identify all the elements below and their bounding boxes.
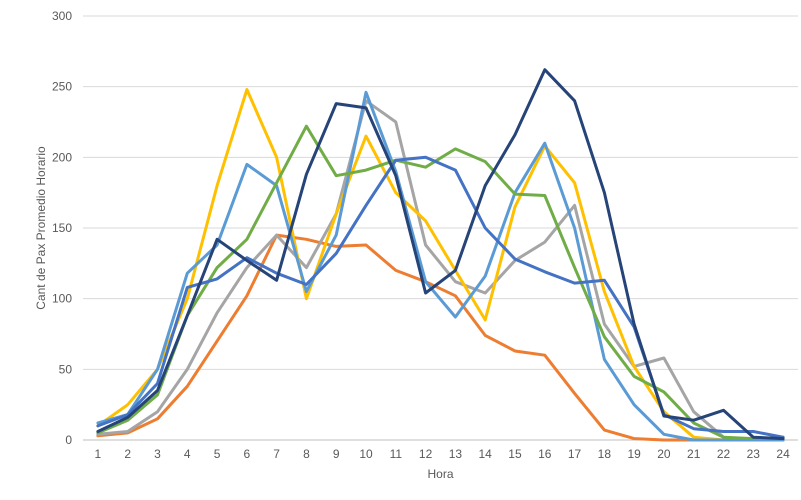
series-line-1: [96, 233, 785, 442]
y-tick-label: 300: [52, 9, 72, 23]
x-tick-label: 20: [657, 447, 671, 461]
x-tick-label: 13: [449, 447, 463, 461]
y-tick-label: 100: [52, 292, 72, 306]
x-tick-label: 15: [508, 447, 522, 461]
gridlines: [83, 15, 798, 441]
x-tick-label: 22: [717, 447, 731, 461]
y-tick-label: 150: [52, 221, 72, 235]
x-tick-label: 7: [273, 447, 280, 461]
x-tick-label: 3: [154, 447, 161, 461]
x-tick-label: 10: [359, 447, 373, 461]
series-line-5: [96, 124, 785, 441]
y-tick-label: 50: [59, 362, 73, 376]
y-axis-title: Cant de Pax Promedio Horario: [34, 146, 48, 310]
x-tick-label: 11: [390, 447, 403, 461]
x-tick-label: 1: [95, 447, 102, 461]
x-tick-label: 16: [538, 447, 552, 461]
series-line-7: [96, 68, 785, 441]
y-axis-ticks: 0 50 100 150 200 250 300: [52, 9, 72, 447]
x-tick-label: 9: [333, 447, 340, 461]
x-axis-title: Hora: [427, 467, 453, 481]
y-tick-label: 250: [52, 80, 72, 94]
x-tick-label: 23: [747, 447, 761, 461]
x-tick-label: 2: [124, 447, 131, 461]
x-tick-label: 14: [479, 447, 493, 461]
x-axis-ticks: 1 2 3 4 5 6 7 8 9 10 11 12 13 14 15 16 17 18 19 20 21 22 23 24: [95, 447, 791, 461]
x-tick-label: 4: [184, 447, 191, 461]
x-tick-label: 6: [244, 447, 251, 461]
x-tick-label: 5: [214, 447, 221, 461]
x-tick-label: 12: [419, 447, 433, 461]
x-tick-label: 19: [627, 447, 641, 461]
series-line-2: [96, 99, 785, 442]
x-tick-label: 21: [687, 447, 701, 461]
y-tick-label: 200: [52, 150, 72, 164]
x-tick-label: 18: [598, 447, 612, 461]
x-tick-label: 17: [568, 447, 582, 461]
y-tick-label: 0: [65, 433, 72, 447]
series-lines: [96, 68, 785, 442]
x-tick-label: 8: [303, 447, 310, 461]
x-tick-label: 24: [776, 447, 790, 461]
